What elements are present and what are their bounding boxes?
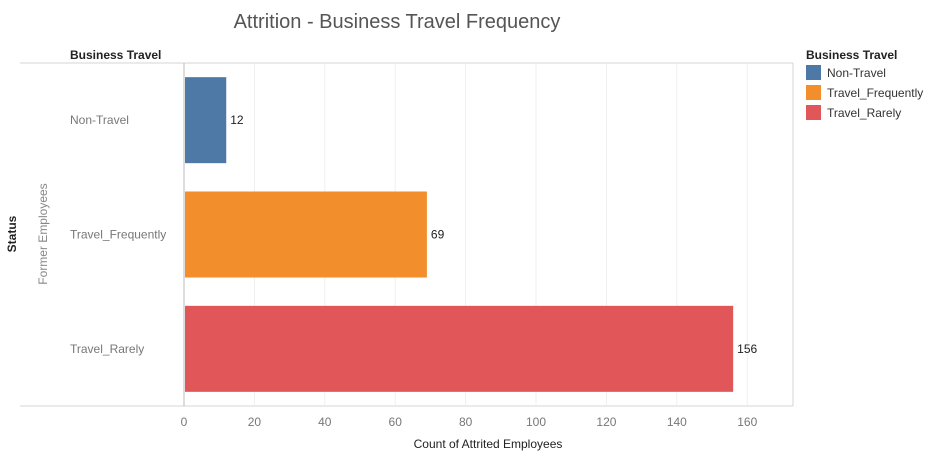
x-tick-label: 40 [318,415,332,429]
status-axis-title: Status [5,215,19,252]
legend-swatch [806,105,821,120]
category-label: Travel_Frequently [70,228,166,242]
bar [185,77,227,164]
legend-label: Travel_Frequently [827,86,923,100]
x-axis-title: Count of Attrited Employees [414,437,563,451]
legend-title: Business Travel [806,48,897,62]
x-tick-label: 160 [737,415,757,429]
x-tick-label: 100 [526,415,546,429]
x-tick-label: 0 [181,415,188,429]
category-labels: Non-Travel Travel_Frequently Travel_Rarely [70,113,166,356]
x-tick-label: 140 [667,415,687,429]
x-tick-label: 60 [389,415,403,429]
x-tick-label: 120 [596,415,616,429]
x-tick-labels: 0 20 40 60 80 100 120 140 160 [181,415,758,429]
bar [185,191,427,278]
data-labels: 12 69 156 [230,113,757,356]
legend-items: Non-Travel Travel_Frequently Travel_Rarely [806,65,923,120]
row-header: Business Travel [70,48,161,62]
chart-title: Attrition - Business Travel Frequency [234,11,561,33]
x-tick-label: 80 [459,415,473,429]
data-label: 12 [230,113,244,127]
data-label: 69 [431,228,445,242]
legend-label: Travel_Rarely [827,106,901,120]
data-label: 156 [737,342,757,356]
category-label: Non-Travel [70,113,129,127]
bars [185,77,734,392]
status-value: Former Employees [36,183,50,284]
legend-label: Non-Travel [827,66,886,80]
bar [185,305,734,392]
legend-swatch [806,85,821,100]
x-tick-label: 20 [248,415,262,429]
legend: Business Travel Non-Travel Travel_Frequen… [806,48,923,120]
category-label: Travel_Rarely [70,342,144,356]
legend-swatch [806,65,821,80]
